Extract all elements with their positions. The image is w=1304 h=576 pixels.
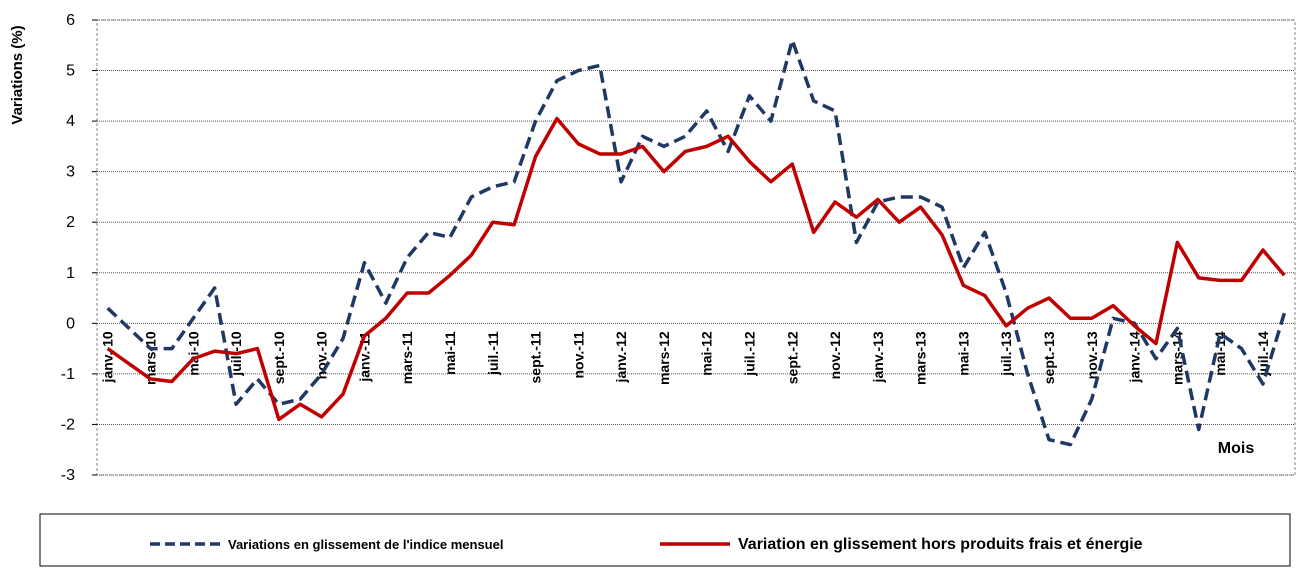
x-tick-label: mars-10	[142, 331, 158, 385]
y-tick-label: -1	[61, 366, 75, 383]
x-tick-label: sept.-10	[271, 331, 287, 384]
y-tick-label: 4	[66, 113, 75, 130]
x-axis-label: Mois	[1218, 440, 1255, 457]
x-tick-label: nov.-10	[314, 331, 330, 379]
series-line	[106, 116, 1286, 422]
x-tick-label: mai-11	[442, 331, 458, 375]
legend-label: Variation en glissement hors produits fr…	[738, 536, 1143, 553]
x-tick-label: mars-11	[399, 331, 415, 384]
y-tick-label: -3	[61, 467, 75, 484]
x-tick-label: janv.-13	[870, 331, 886, 383]
x-tick-label: sept.-12	[784, 331, 800, 384]
x-tick-label: juil.-11	[485, 331, 501, 376]
x-tick-label: mars-12	[656, 331, 672, 385]
x-tick-label: sept.-13	[1041, 331, 1057, 384]
x-tick-label: mai-14	[1212, 331, 1228, 376]
x-tick-label: sept.-11	[528, 331, 544, 383]
y-tick-label: 5	[66, 63, 75, 80]
y-tick-label: 0	[66, 315, 75, 332]
y-tick-label: 1	[66, 265, 75, 282]
legend	[39, 513, 1291, 567]
x-tick-label: janv.-12	[613, 331, 629, 383]
x-tick-label: nov.-12	[827, 331, 843, 379]
legend-label: Variations en glissement de l'indice men…	[228, 537, 503, 552]
x-tick-label: janv.-14	[1127, 331, 1143, 383]
y-axis-label: Variations (%)	[9, 25, 26, 124]
y-tick-label: 2	[66, 214, 75, 231]
x-tick-label: mai-10	[185, 331, 201, 376]
x-tick-label: nov.-11	[570, 331, 586, 378]
x-tick-label: mai-13	[955, 331, 971, 376]
x-tick-label: juil.-13	[998, 331, 1014, 377]
x-tick-label: juil.-12	[741, 331, 757, 377]
series-line	[106, 38, 1286, 447]
x-tick-label: nov.-13	[1084, 331, 1100, 379]
y-tick-label: 6	[66, 12, 75, 29]
y-tick-label: -2	[61, 416, 75, 433]
x-tick-label: mai-12	[699, 331, 715, 376]
y-tick-label: 3	[66, 164, 75, 181]
x-tick-label: mars-13	[913, 331, 929, 385]
x-tick-label: janv.-10	[100, 331, 116, 383]
